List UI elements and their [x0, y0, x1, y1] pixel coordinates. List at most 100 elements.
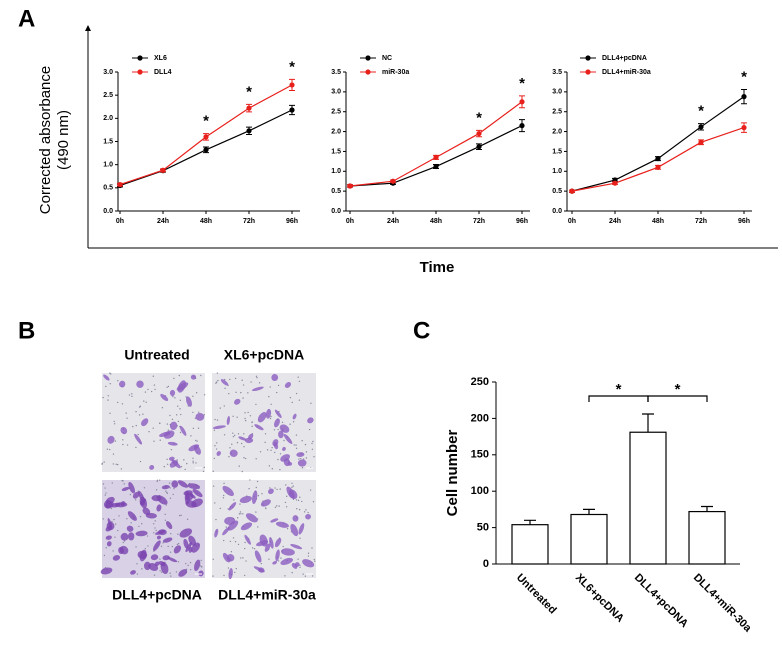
pore	[200, 559, 202, 562]
pore	[170, 532, 172, 535]
pore	[167, 429, 170, 431]
cell-blob	[160, 393, 169, 402]
pore	[131, 393, 133, 395]
pore	[112, 463, 115, 465]
pore	[235, 391, 237, 394]
x-tick-label: 48h	[430, 218, 442, 225]
pore	[112, 550, 114, 552]
pore	[166, 386, 168, 388]
cell-blob	[271, 374, 279, 382]
pore	[240, 513, 242, 515]
pore	[170, 575, 172, 577]
pore	[311, 547, 313, 549]
pore	[143, 487, 146, 489]
significance-bracket	[647, 395, 708, 403]
pore	[166, 423, 169, 425]
pore	[138, 414, 141, 416]
pore	[183, 459, 185, 461]
pore	[292, 498, 295, 501]
pore	[159, 558, 161, 560]
pore	[165, 504, 167, 506]
pore	[227, 508, 229, 510]
x-tick-label: DLL4+pcDNA	[632, 572, 690, 630]
pore	[215, 518, 217, 521]
cell-blob	[191, 542, 201, 553]
pore	[229, 378, 231, 381]
pore	[155, 529, 157, 532]
pore	[164, 519, 167, 521]
cell-blob	[296, 452, 305, 458]
point	[519, 99, 525, 105]
pore	[214, 418, 216, 421]
cell-blob	[155, 529, 166, 535]
point	[741, 125, 747, 131]
pore	[299, 564, 301, 566]
pore	[269, 417, 272, 420]
cell-blob	[135, 530, 148, 537]
cell-blob	[158, 561, 166, 567]
cell-blob	[183, 538, 189, 549]
micrograph	[212, 479, 316, 580]
pore	[198, 411, 200, 413]
pore	[298, 380, 301, 383]
pore	[217, 379, 219, 382]
point	[203, 147, 209, 153]
pore	[113, 420, 115, 423]
cell-blob	[286, 486, 295, 499]
pore	[233, 499, 235, 501]
y-tick-label: 2.5	[103, 92, 113, 99]
pore	[199, 565, 202, 567]
pore	[169, 551, 172, 553]
cell-blob	[251, 386, 264, 392]
y-tick-label: 3.5	[331, 69, 341, 76]
pore	[142, 413, 144, 415]
pore	[156, 480, 158, 483]
cell-blob	[162, 537, 173, 543]
pore	[313, 456, 315, 458]
point	[390, 178, 396, 184]
pore	[307, 555, 310, 557]
pore	[139, 515, 142, 518]
y-tick-label: 200	[471, 412, 489, 424]
image-label: DLL4+pcDNA	[112, 587, 202, 603]
pore	[291, 401, 293, 404]
pore	[139, 460, 142, 463]
pore	[177, 420, 180, 423]
significance: *	[616, 381, 622, 398]
cell-blob	[273, 418, 280, 428]
y-tick-label: 2.5	[552, 109, 562, 116]
y-tick-label: 1.0	[552, 168, 562, 175]
pore	[286, 495, 288, 498]
cell-blob	[128, 482, 136, 494]
image-label: Untreated	[124, 347, 189, 363]
legend-marker	[137, 69, 143, 75]
pore	[242, 384, 245, 386]
y-tick-label: 0.5	[331, 188, 341, 195]
y-axis-label: Corrected absorbance	[37, 66, 54, 214]
micrographs	[100, 372, 316, 580]
pore	[175, 571, 178, 573]
cell-blob	[136, 380, 144, 388]
cell-blob	[216, 451, 221, 456]
pore	[135, 446, 137, 449]
pore	[160, 545, 163, 547]
pore	[192, 411, 194, 414]
point	[612, 180, 618, 186]
pore	[303, 511, 306, 513]
pore	[177, 533, 179, 535]
pore	[279, 453, 282, 455]
cell-blob	[127, 511, 137, 521]
pore	[150, 390, 153, 393]
x-tick-label: XL6+pcDNA	[573, 572, 626, 625]
pore	[165, 490, 167, 492]
pore	[255, 458, 257, 460]
pore	[301, 440, 303, 442]
pore	[280, 557, 282, 559]
pore	[274, 451, 276, 454]
error-bar	[583, 508, 595, 515]
pore	[286, 528, 289, 530]
cell-blob	[290, 543, 303, 550]
pore	[229, 447, 231, 449]
x-tick-label: 96h	[286, 218, 298, 225]
